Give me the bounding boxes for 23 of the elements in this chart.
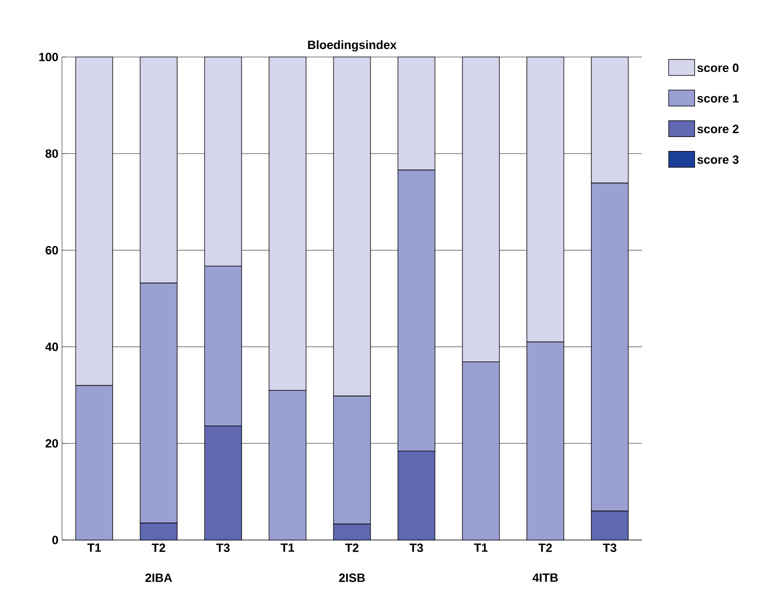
x-tick-label: T1 <box>474 544 488 552</box>
chart-title: Bloedingsindex <box>308 40 397 52</box>
y-tick-label: 100 <box>39 52 58 62</box>
x-tick-label: T2 <box>538 544 552 552</box>
legend-label: score 3 <box>697 155 739 164</box>
x-tick-label: T3 <box>410 544 424 552</box>
legend-label: score 0 <box>697 64 738 72</box>
legend-label: score 1 <box>697 94 739 103</box>
text: 2IBA <box>145 574 172 582</box>
legend-label: score 2 <box>697 124 738 134</box>
x-tick-label: T2 <box>152 544 166 552</box>
y-tick-label: 60 <box>46 246 58 254</box>
y-tick-label: 40 <box>45 342 58 352</box>
x-tick-label: T3 <box>602 544 616 552</box>
y-tick-label: 20 <box>46 439 58 448</box>
text: 4ITB <box>532 574 558 582</box>
x-tick-label: T1 <box>280 544 294 552</box>
x-tick-label: T1 <box>87 544 101 552</box>
y-tick-label: 80 <box>46 149 58 158</box>
y-tick-label: 0 <box>52 536 58 544</box>
x-tick-label: T2 <box>345 544 359 552</box>
text: 2ISB <box>339 574 365 582</box>
x-tick-label: T3 <box>216 544 230 552</box>
